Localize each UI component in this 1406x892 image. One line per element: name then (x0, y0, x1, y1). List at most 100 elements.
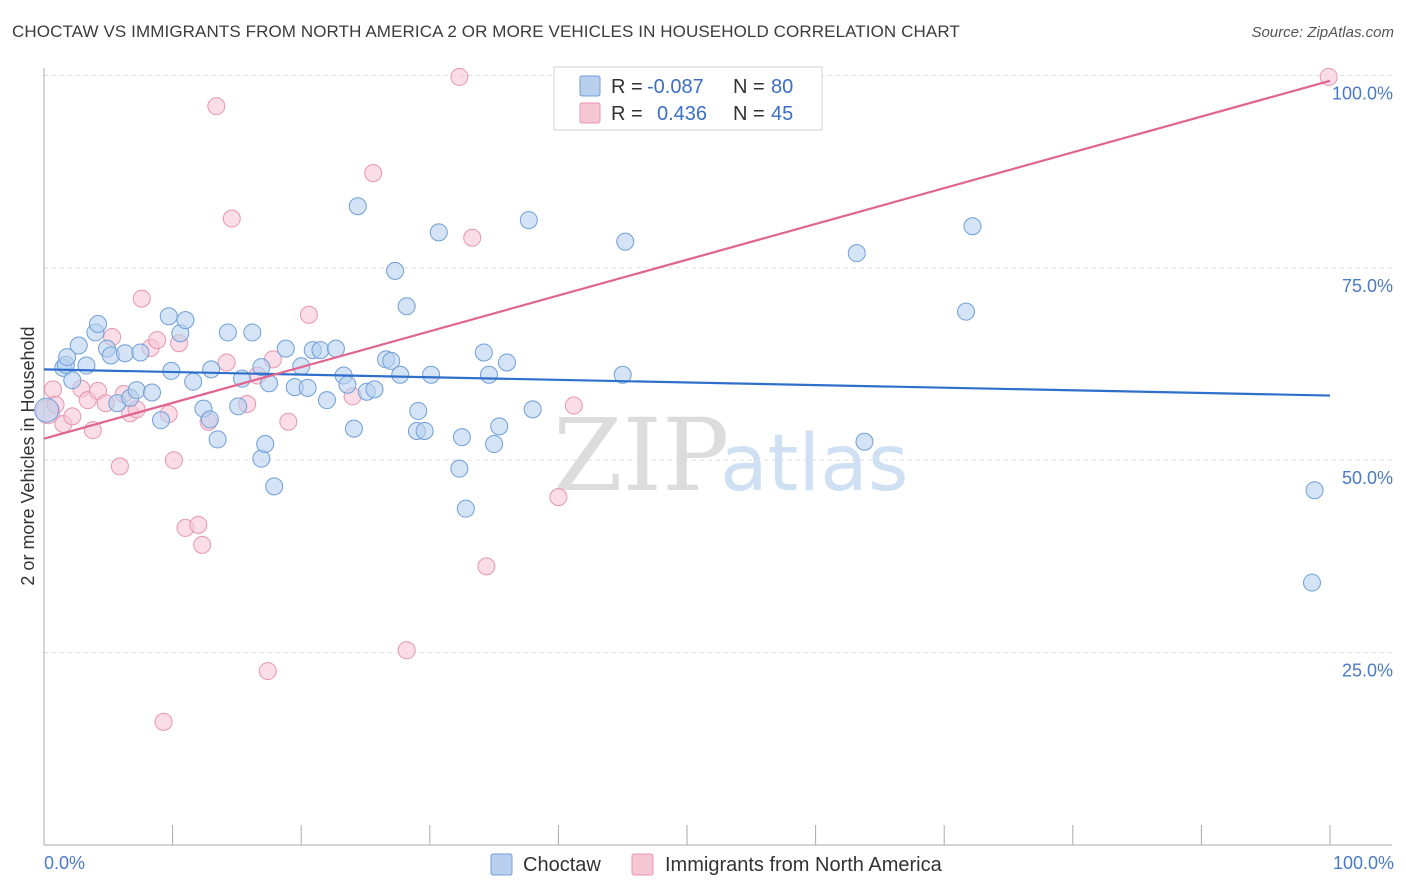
point-choctaw-22 (184, 372, 203, 391)
y-axis-title: 2 or more Vehicles in Household (18, 326, 38, 585)
legend-swatch-immigrants (579, 102, 601, 124)
y-tick-label-3: 100.0% (1332, 83, 1393, 103)
point-choctaw-61 (452, 428, 471, 447)
point-choctaw-31 (252, 358, 271, 377)
point-choctaw-15 (131, 343, 150, 362)
point-choctaw-3 (58, 348, 77, 367)
point-immigrants-42 (564, 396, 583, 415)
point-immigrants-1 (44, 380, 63, 399)
point-choctaw-68 (519, 211, 538, 230)
y-tick-labels: 25.0% 50.0% 75.0% 100.0% (1332, 83, 1393, 680)
point-immigrants-26 (207, 97, 226, 116)
point-choctaw-8 (89, 314, 108, 333)
point-choctaw-39 (298, 378, 317, 397)
point-immigrants-24 (193, 535, 212, 554)
legend-n-value-immigrants: 45 (771, 103, 793, 125)
legend-r-value-choctaw: -0.087 (647, 76, 704, 98)
point-choctaw-0 (34, 397, 60, 423)
point-choctaw-42 (317, 391, 336, 410)
bottom-legend-label-immigrants: Immigrants from North America (665, 854, 943, 876)
point-immigrants-17 (148, 331, 167, 350)
point-choctaw-66 (490, 417, 509, 436)
point-immigrants-39 (463, 228, 482, 247)
point-choctaw-18 (159, 307, 178, 326)
point-immigrants-37 (397, 641, 416, 660)
chart-title: CHOCTAW VS IMMIGRANTS FROM NORTH AMERICA… (12, 22, 960, 41)
point-immigrants-4 (63, 407, 82, 426)
y-tick-label-1: 50.0% (1342, 468, 1393, 488)
point-choctaw-26 (208, 430, 227, 449)
point-choctaw-71 (616, 232, 635, 251)
point-choctaw-28 (229, 397, 248, 416)
point-choctaw-4 (63, 371, 82, 390)
point-choctaw-75 (963, 217, 982, 236)
trend-lines (43, 79, 1331, 440)
legend-swatch-choctaw (579, 75, 601, 97)
legend-r-value-immigrants: 0.436 (657, 103, 707, 125)
point-choctaw-49 (365, 380, 384, 399)
point-choctaw-60 (450, 459, 469, 478)
legend-n-label-choctaw: N = (733, 76, 765, 98)
point-choctaw-52 (386, 261, 405, 280)
point-immigrants-36 (364, 164, 383, 183)
point-choctaw-12 (116, 344, 135, 363)
watermark: ZIP atlas (553, 397, 909, 514)
point-choctaw-35 (265, 477, 284, 496)
point-choctaw-41 (311, 341, 330, 360)
series-choctaw-points (34, 197, 1324, 592)
legend-r-label-immigrants: R = (611, 103, 643, 125)
point-choctaw-63 (474, 343, 493, 362)
bottom-legend-swatch-choctaw (490, 853, 513, 876)
point-choctaw-59 (429, 223, 448, 242)
point-choctaw-67 (497, 353, 516, 372)
point-choctaw-58 (422, 365, 441, 384)
watermark-zip: ZIP (553, 397, 729, 514)
source-label: Source: ZipAtlas.com (1251, 24, 1394, 41)
point-choctaw-33 (256, 435, 275, 454)
x-tick-label-max: 100.0% (1333, 853, 1394, 873)
point-choctaw-77 (1305, 481, 1324, 500)
point-choctaw-62 (456, 499, 475, 518)
point-immigrants-38 (450, 67, 469, 86)
point-choctaw-6 (77, 356, 96, 375)
point-choctaw-17 (152, 411, 171, 430)
point-choctaw-46 (344, 419, 363, 438)
correlation-legend: R = -0.087 N = 80 R = 0.436 N = 45 (553, 66, 823, 131)
point-immigrants-15 (132, 289, 151, 308)
point-choctaw-16 (143, 383, 162, 402)
point-choctaw-24 (200, 410, 219, 429)
point-choctaw-43 (326, 339, 345, 358)
point-choctaw-51 (382, 351, 401, 370)
point-choctaw-76 (1302, 573, 1321, 592)
point-immigrants-28 (222, 209, 241, 228)
point-choctaw-72 (847, 244, 866, 263)
legend-n-value-choctaw: 80 (771, 76, 793, 98)
point-choctaw-56 (409, 401, 428, 420)
point-immigrants-27 (217, 353, 236, 372)
point-immigrants-23 (189, 515, 208, 534)
legend-r-label-choctaw: R = (611, 76, 643, 98)
point-choctaw-36 (276, 339, 295, 358)
x-tick-label-min: 0.0% (44, 853, 85, 873)
point-choctaw-64 (479, 365, 498, 384)
trend-line-choctaw (43, 368, 1331, 397)
point-immigrants-40 (477, 557, 496, 576)
point-choctaw-53 (391, 365, 410, 384)
watermark-atlas: atlas (720, 419, 909, 509)
point-immigrants-33 (279, 412, 298, 431)
point-choctaw-30 (243, 323, 262, 342)
point-choctaw-70 (613, 365, 632, 384)
bottom-legend-swatch-immigrants (631, 853, 654, 876)
point-choctaw-57 (415, 421, 434, 440)
point-immigrants-31 (258, 662, 277, 681)
point-choctaw-14 (127, 381, 146, 400)
point-choctaw-69 (523, 400, 542, 419)
point-immigrants-41 (549, 488, 568, 507)
point-choctaw-54 (397, 297, 416, 316)
trend-line-immigrants (43, 79, 1331, 440)
bottom-legend-label-choctaw: Choctaw (523, 854, 601, 876)
point-choctaw-65 (485, 435, 504, 454)
point-choctaw-47 (348, 197, 367, 216)
point-choctaw-5 (69, 336, 88, 355)
